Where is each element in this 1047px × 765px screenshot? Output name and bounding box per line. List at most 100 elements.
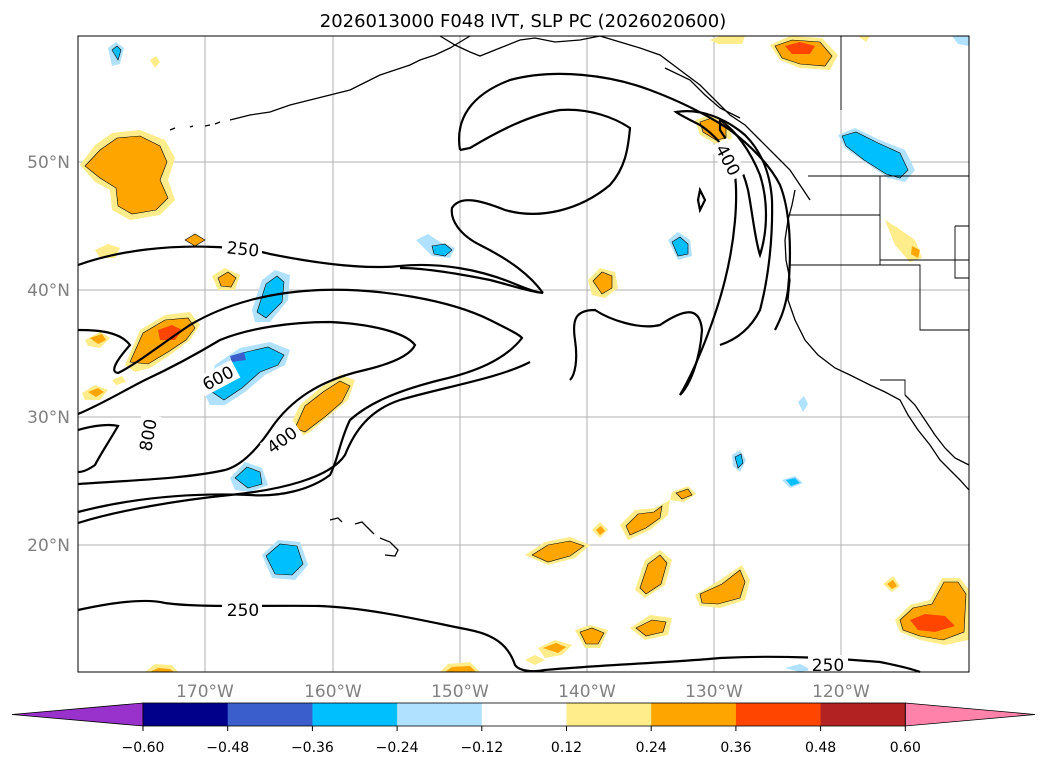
colorbar-extend-min (11, 702, 144, 727)
colorbar-segment (651, 703, 737, 726)
colorbar-segment (481, 703, 567, 726)
anomaly-blue (431, 243, 453, 257)
coastline-us-west (784, 189, 970, 491)
anomaly-orange (592, 271, 613, 295)
colorbar-tick-label: 0.60 (890, 740, 921, 756)
lat-label: 30°N (27, 408, 70, 428)
lat-label: 40°N (27, 281, 70, 301)
map-title: 2026013000 F048 IVT, SLP PC (2026020600) (320, 11, 726, 32)
contour-central (569, 308, 704, 396)
anomaly-light-blue (785, 664, 812, 672)
label-bg (134, 413, 162, 457)
lon-label: 120°W (812, 682, 870, 702)
label-bg (259, 420, 305, 460)
label-bg (709, 137, 747, 183)
anomaly-light-orange (710, 36, 745, 44)
anomaly-orange (90, 334, 106, 344)
borders (790, 36, 970, 395)
anomaly-blue (734, 453, 744, 469)
map-panel: 250 600 800 400 400 250 250 (77, 35, 970, 676)
anomaly-light-orange (525, 655, 545, 665)
anomaly-medium-blue (230, 352, 246, 362)
contour-labels: 250 600 800 400 400 250 250 (134, 137, 848, 676)
anomaly-light-blue (952, 36, 969, 46)
colorbar-segment (312, 703, 398, 726)
anomaly-orange (184, 233, 206, 247)
map-frame (77, 35, 970, 673)
colorbar-tick-label: 0.36 (720, 740, 751, 756)
coastline-baja (904, 394, 970, 466)
anomaly-blue (841, 131, 909, 179)
label-bg (808, 655, 848, 675)
anomaly-blue (265, 543, 304, 576)
anomaly-orange (635, 619, 667, 637)
anomaly-blue (234, 466, 263, 489)
anomaly-light-blue (798, 396, 808, 412)
contour-800 (77, 423, 120, 474)
coastline-aleutians (169, 121, 221, 131)
map-background (78, 36, 969, 672)
coastline-alaska-south (439, 35, 601, 57)
anomaly-blue (671, 236, 689, 257)
anomaly-orange (699, 569, 746, 605)
lon-label: 160°W (304, 682, 362, 702)
longitude-labels: 170°W 160°W 150°W 140°W 130°W 120°W (176, 682, 870, 702)
coastline-bc (599, 35, 811, 201)
coastline-hawaii (329, 517, 399, 557)
anomaly-red (785, 42, 815, 54)
contour-label: 250 (812, 656, 844, 676)
anomaly-orange (887, 580, 897, 589)
contour-label: 250 (227, 601, 259, 621)
lon-label: 140°W (558, 682, 616, 702)
coastline-islands (664, 67, 741, 119)
anomaly-light-orange (150, 56, 160, 68)
anomaly-blue (111, 45, 122, 61)
colorbar-segment (566, 703, 652, 726)
anomaly-orange (579, 627, 605, 645)
lon-label: 150°W (431, 682, 489, 702)
colorbar-tick-label: −0.12 (460, 740, 503, 756)
coastlines (169, 35, 970, 557)
colorbar-segment (227, 703, 313, 726)
anomaly-orange (88, 388, 104, 397)
border-states (879, 176, 969, 331)
anomaly-orange (543, 643, 566, 653)
label-bg (195, 359, 241, 397)
coastline-alaska (229, 35, 471, 121)
colorbar-tick-label: 0.48 (805, 740, 836, 756)
anomaly-red (158, 325, 182, 340)
contour-600 (77, 320, 417, 486)
border-states-west (790, 214, 970, 279)
anomaly-orange (84, 135, 169, 215)
lon-label: 130°W (685, 682, 743, 702)
colorbar-tick-label: 0.12 (551, 740, 582, 756)
anomaly-light-orange (858, 36, 870, 42)
anomaly-red (910, 614, 955, 632)
lat-label: 20°N (27, 536, 70, 556)
label-bg (222, 600, 262, 620)
colorbar-tick-label: −0.36 (291, 740, 334, 756)
contour-400-ne (673, 110, 774, 396)
colorbar-tick-label: −0.24 (376, 740, 419, 756)
lat-label: 50°N (27, 153, 70, 173)
colorbar-tick-label: 0.24 (636, 740, 667, 756)
anomaly-blue (786, 478, 800, 486)
contour-250-south (77, 599, 921, 674)
latitude-labels: 50°N 40°N 30°N 20°N (27, 153, 70, 556)
colorbar-frame (142, 702, 906, 727)
shaded-anomalies (80, 36, 969, 672)
colorbar-tick-label: −0.48 (206, 740, 249, 756)
anomaly-orange (639, 554, 668, 595)
contour-250 (77, 245, 544, 295)
colorbar-segment (735, 703, 822, 726)
anomaly-orange (294, 380, 351, 433)
anomaly-orange (911, 246, 920, 258)
contour-small (696, 186, 707, 214)
anomaly-blue (256, 275, 285, 319)
contour-400-inner (77, 361, 531, 525)
colorbar: −0.60 −0.48 −0.36 −0.24 −0.12 0.12 0.24 0.36 0.4… (11, 702, 1036, 756)
colorbar-segment (820, 703, 906, 726)
colorbar-tick-label: −0.60 (122, 740, 165, 756)
border-mexico (880, 379, 906, 395)
